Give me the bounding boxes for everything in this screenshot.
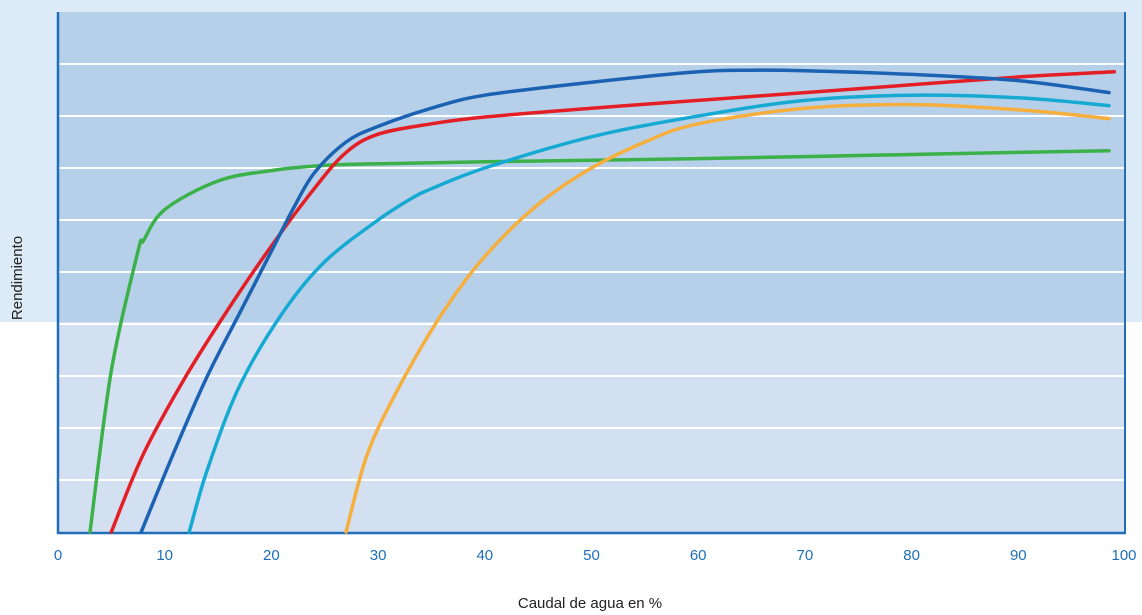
series-line-4 <box>187 93 1111 534</box>
x-tick-label: 100 <box>1111 547 1136 564</box>
horizontal-gridlines <box>58 63 1125 481</box>
series-line-1 <box>88 149 1111 534</box>
series-layer <box>88 68 1117 534</box>
x-tick-labels: 0 10 20 30 40 50 60 70 80 90 100 <box>54 547 1137 564</box>
x-tick-label: 20 <box>263 547 280 564</box>
x-tick-label: 30 <box>370 547 387 564</box>
x-tick-label: 70 <box>797 547 814 564</box>
x-axis-title: Caudal de agua en % <box>518 595 662 612</box>
series-line-2 <box>109 70 1117 534</box>
series-line-3 <box>139 68 1111 534</box>
x-tick-label: 40 <box>476 547 493 564</box>
x-tick-label: 60 <box>690 547 707 564</box>
x-tick-label: 90 <box>1010 547 1027 564</box>
x-tick-label: 0 <box>54 547 62 564</box>
x-tick-label: 10 <box>156 547 173 564</box>
y-axis-title: Rendimiento <box>9 236 26 320</box>
x-tick-label: 50 <box>583 547 600 564</box>
x-tick-label: 80 <box>903 547 920 564</box>
series-line-5 <box>344 102 1111 534</box>
